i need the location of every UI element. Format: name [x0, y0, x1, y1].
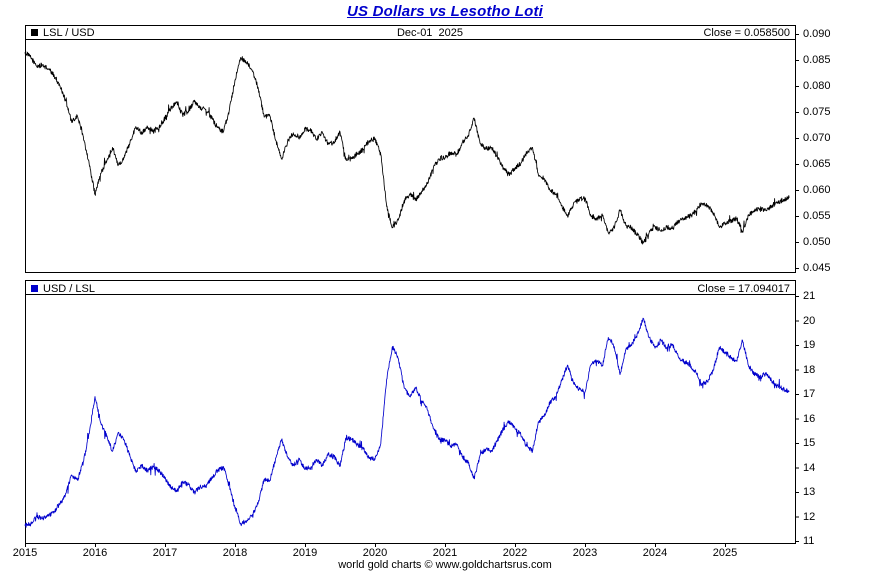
y-tick-label: 19: [803, 339, 816, 351]
y-tick-label: 13: [803, 486, 816, 498]
x-tick-label: 2025: [712, 547, 738, 559]
y-tick-label: 16: [803, 412, 816, 425]
x-tick-label: 2020: [362, 547, 388, 559]
top-panel-legend: LSL / USD: [31, 27, 95, 39]
x-tick-label: 2017: [152, 547, 178, 559]
top-panel-legend-label: LSL / USD: [43, 27, 95, 39]
y-tick-label: 18: [803, 363, 816, 376]
y-tick-label: 17: [803, 388, 816, 400]
y-tick-label: 0.070: [803, 132, 831, 144]
x-tick-label: 2015: [12, 547, 38, 559]
footer-credit: world gold charts © www.goldchartsrus.co…: [338, 559, 552, 571]
bottom-panel-close-label: Close = 17.094017: [697, 283, 790, 295]
y-tick-label: 0.090: [803, 28, 831, 40]
usd-lsl-swatch-icon: [31, 285, 38, 292]
top-panel-close-label: Close = 0.058500: [703, 27, 790, 39]
y-tick-label: 0.085: [803, 54, 831, 66]
y-tick-label: 0.055: [803, 210, 831, 222]
bottom-panel-legend-label: USD / LSL: [43, 283, 95, 295]
y-tick-label: 12: [803, 510, 816, 523]
y-tick-label: 0.065: [803, 158, 831, 170]
chart-title: US Dollars vs Lesotho Loti: [346, 3, 544, 20]
panel-border: [25, 25, 796, 273]
y-tick-label: 11: [803, 535, 815, 547]
x-tick-label: 2016: [82, 547, 108, 559]
y-tick-label: 20: [803, 314, 816, 327]
y-tick-label: 0.050: [803, 236, 831, 248]
y-tick-label: 15: [803, 437, 816, 449]
x-tick-label: 2019: [292, 547, 318, 559]
y-tick-label: 0.045: [803, 262, 831, 274]
x-tick-label: 2018: [222, 547, 248, 559]
y-tick-label: 0.080: [803, 80, 831, 92]
y-tick-label: 14: [803, 461, 816, 474]
x-tick-label: 2023: [572, 547, 598, 559]
lsl-usd-swatch-icon: [31, 29, 38, 36]
x-tick-label: 2024: [642, 547, 668, 559]
panel-border: [25, 280, 796, 544]
bottom-panel-legend: USD / LSL: [31, 283, 95, 295]
x-tick-label: 2021: [432, 547, 458, 559]
lsl-usd-line: [24, 50, 790, 245]
y-tick-label: 0.075: [803, 106, 831, 118]
y-tick-label: 21: [803, 290, 816, 302]
y-tick-label: 0.060: [803, 184, 831, 196]
x-tick-label: 2022: [502, 547, 528, 559]
usd-lsl-line: [24, 317, 790, 528]
date-label: Dec-01 2025: [396, 27, 464, 39]
